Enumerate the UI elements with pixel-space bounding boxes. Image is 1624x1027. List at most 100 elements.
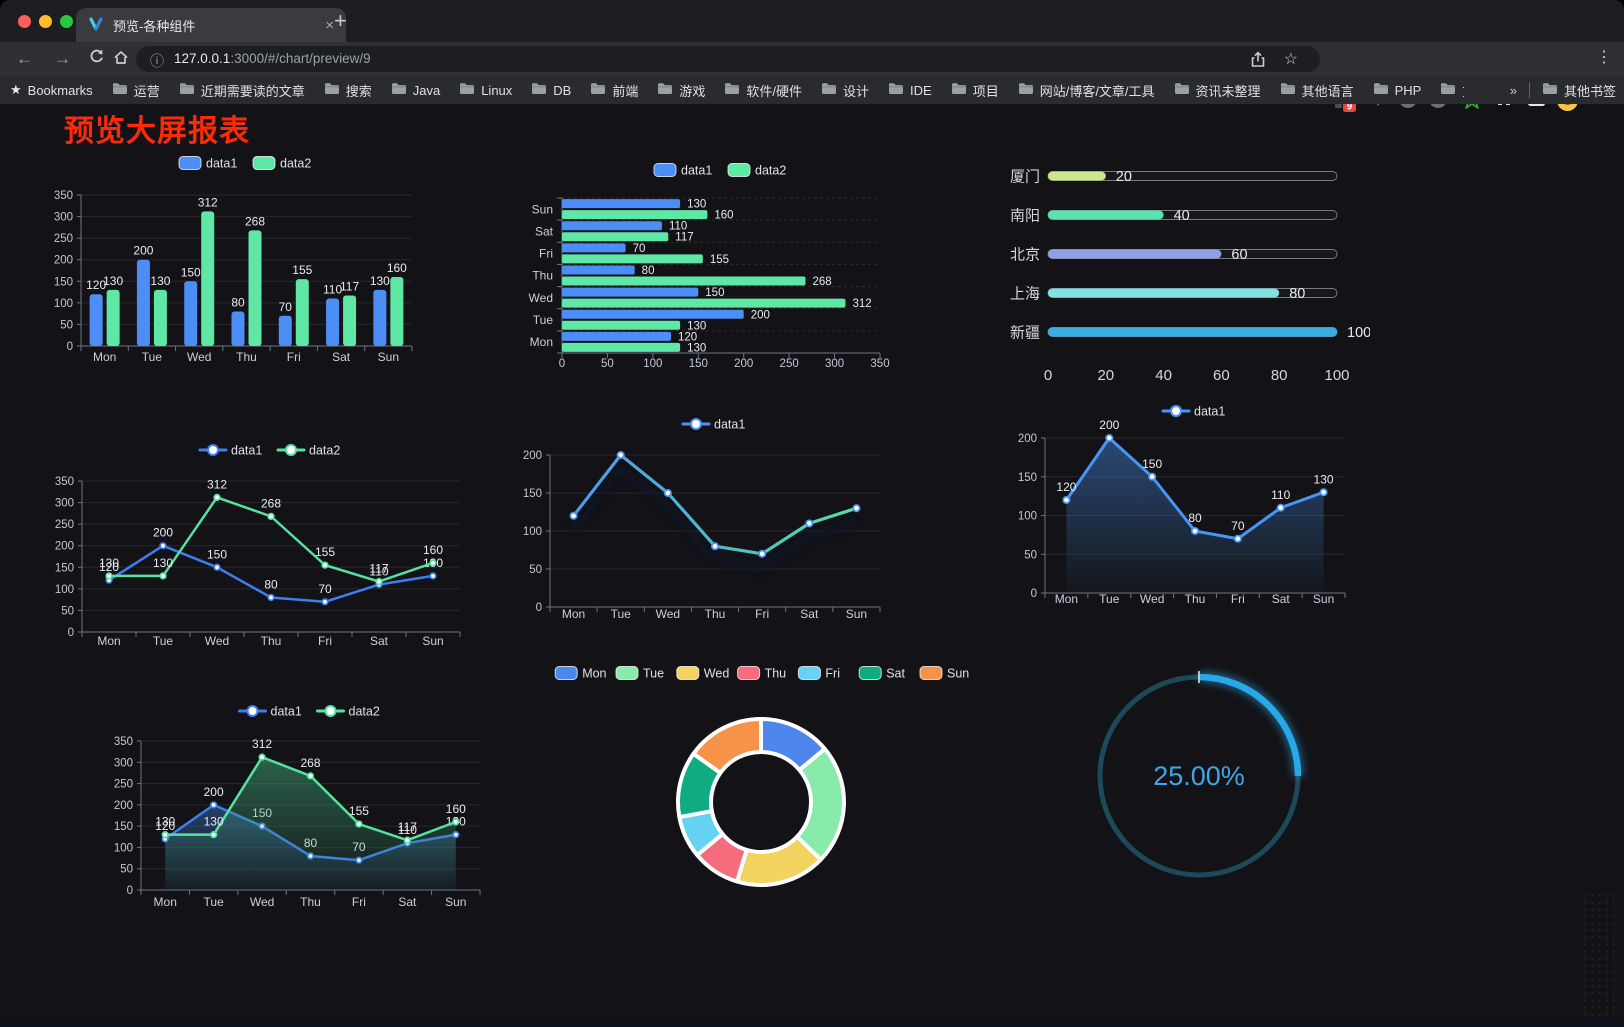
svg-text:data1: data1 <box>271 704 302 718</box>
svg-text:200: 200 <box>1018 433 1037 445</box>
zoom-window-button[interactable] <box>60 15 73 28</box>
svg-text:268: 268 <box>812 276 831 288</box>
svg-text:80: 80 <box>231 295 245 309</box>
progress-bar-chart[interactable]: 厦门 20 南阳 40 北京 60 上海 80 新疆 100 0 20 40 60 80 100 <box>1000 150 1370 390</box>
reload-icon[interactable] <box>88 48 105 70</box>
data-point <box>1276 503 1285 512</box>
bookmark-folder-item[interactable]: DB <box>531 82 571 98</box>
svg-text:data2: data2 <box>755 163 786 177</box>
svg-text:130: 130 <box>1314 472 1334 486</box>
tab-close-icon[interactable]: × <box>325 16 334 34</box>
donut-pie-chart[interactable]: Mon Tue Wed Thu Fri Sat Sun <box>540 628 982 890</box>
svg-text:100: 100 <box>523 526 542 538</box>
gauge-chart[interactable]: 25.00% <box>1080 655 1320 901</box>
back-icon[interactable]: ← <box>16 49 33 68</box>
bar <box>562 320 681 330</box>
svg-text:100: 100 <box>54 298 73 310</box>
forward-icon[interactable]: → <box>54 49 71 68</box>
dual-line-chart[interactable]: 0 50 100 150 200 250 300 350 Mon Tue Wed Thu Fri Sat S… <box>40 425 470 665</box>
svg-text:120: 120 <box>155 819 175 833</box>
bar <box>562 265 635 275</box>
bookmark-folder-item[interactable]: Java <box>391 82 440 98</box>
bookmarks-manager-item[interactable]: ★ Bookmarks <box>10 82 93 98</box>
site-info-icon[interactable]: ⓘ <box>150 53 164 69</box>
bookmark-folder-item[interactable]: PHP <box>1373 82 1421 98</box>
data-point <box>267 593 275 602</box>
window-controls <box>18 15 73 28</box>
tab-title: 预览-各种组件 <box>113 18 196 34</box>
progress-fill <box>1048 210 1164 220</box>
data-point <box>321 561 329 569</box>
home-icon[interactable] <box>112 49 130 71</box>
data-point <box>1319 488 1328 497</box>
svg-text:150: 150 <box>114 821 133 833</box>
bookmark-star-icon[interactable]: ☆ <box>1283 51 1298 68</box>
bookmark-folder-item[interactable]: 文件服务器 <box>1440 81 1464 100</box>
area-fill <box>1066 438 1324 593</box>
bookmarks-overflow-icon[interactable]: » <box>1509 82 1517 98</box>
svg-text:Mon: Mon <box>582 666 606 680</box>
bookmark-folder-item[interactable]: 项目 <box>951 81 999 100</box>
bookmark-folder-item[interactable]: 网站/博客/文章/工具 <box>1018 81 1155 100</box>
bar <box>562 243 626 253</box>
pie-sector <box>691 717 763 775</box>
svg-text:Tue: Tue <box>204 895 225 909</box>
svg-text:Thu: Thu <box>300 895 321 909</box>
horizontal-bar-chart[interactable]: 0 50 100 150 200 250 300 350 data1 data2 Sun 130 160… <box>500 148 900 368</box>
url-bar[interactable]: ⓘ 127.0.0.1:3000/#/chart/preview/9 ☆ <box>136 46 1320 72</box>
svg-text:南阳: 南阳 <box>1010 207 1040 224</box>
grouped-bar-chart[interactable]: 0 50 100 150 200 250 300 350 Mon Tue Wed Thu Fri Sat S… <box>40 148 470 366</box>
bookmark-folder-item[interactable]: 软件/硬件 <box>724 81 802 100</box>
svg-text:150: 150 <box>1142 457 1162 471</box>
favicon <box>88 16 104 34</box>
area-line-chart[interactable]: 0 50 100 150 200 Mon Tue Wed Thu Fri Sat Sun 120 200 1… <box>980 385 1360 613</box>
bookmark-folder-item[interactable]: 搜索 <box>324 81 372 100</box>
browser-tab[interactable]: 预览-各种组件 × <box>76 8 346 42</box>
bookmark-folder-item[interactable]: 资讯未整理 <box>1174 81 1261 100</box>
data-point <box>105 572 113 580</box>
folder-icon <box>1373 82 1389 98</box>
svg-text:Sun: Sun <box>422 634 443 648</box>
bookmark-folder-item[interactable]: 游戏 <box>657 81 705 100</box>
svg-text:110: 110 <box>398 823 417 837</box>
bookmark-folder-item[interactable]: 其他语言 <box>1280 81 1354 100</box>
svg-text:350: 350 <box>54 190 73 202</box>
close-window-button[interactable] <box>18 15 31 28</box>
bar <box>136 259 150 346</box>
svg-text:160: 160 <box>714 210 733 222</box>
dual-area-line-chart[interactable]: 0 50 100 150 200 250 300 350 Mon Tue Wed Thu Fri Sat S… <box>100 665 520 915</box>
data-point <box>213 563 221 571</box>
bookmark-folder-item[interactable]: 设计 <box>821 81 869 100</box>
bookmark-folder-item[interactable]: IDE <box>888 82 932 98</box>
svg-text:155: 155 <box>710 254 729 266</box>
bookmark-folder-item[interactable]: 运营 <box>112 81 160 100</box>
minimize-window-button[interactable] <box>39 15 52 28</box>
data-point <box>258 753 266 761</box>
svg-text:300: 300 <box>55 498 74 510</box>
legend-swatch <box>797 666 821 680</box>
svg-text:130: 130 <box>687 342 706 354</box>
bar <box>562 298 846 308</box>
page-title: 预览大屏报表 <box>64 115 250 148</box>
other-bookmarks-item[interactable]: 其他书签 <box>1542 81 1616 100</box>
bookmark-folder-item[interactable]: Linux <box>459 82 512 98</box>
data-point <box>1233 534 1242 543</box>
other-bookmarks-label: 其他书签 <box>1563 83 1616 99</box>
svg-text:40: 40 <box>1174 208 1190 224</box>
bookmark-folder-item[interactable]: 近期需要读的文章 <box>179 81 305 100</box>
folder-icon <box>1542 82 1558 98</box>
bookmark-folder-item[interactable]: 前端 <box>590 81 638 100</box>
svg-text:data1: data1 <box>714 417 745 431</box>
svg-text:150: 150 <box>207 547 227 561</box>
svg-text:Sun: Sun <box>846 607 867 621</box>
folder-icon <box>1018 82 1034 98</box>
share-icon[interactable] <box>1250 51 1266 71</box>
svg-text:Mon: Mon <box>530 335 553 349</box>
new-tab-button[interactable]: + <box>334 8 347 33</box>
bar <box>562 309 744 319</box>
svg-text:Tue: Tue <box>142 350 163 364</box>
browser-menu-icon[interactable]: ⋮ <box>1596 49 1612 66</box>
svg-text:150: 150 <box>54 276 73 288</box>
data-point <box>267 512 275 521</box>
gradient-line-chart[interactable]: 0 50 100 150 200 Mon Tue Wed Thu Fri Sat Sun data1 <box>500 395 900 627</box>
